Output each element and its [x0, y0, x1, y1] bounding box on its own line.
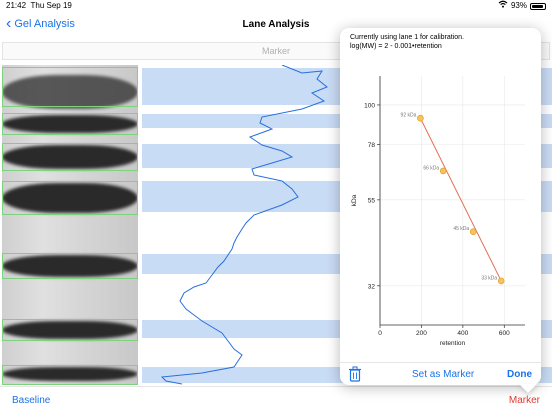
calibration-lane-text: Currently using lane 1 for calibration. [350, 34, 465, 41]
gel-band [2, 255, 138, 277]
page-title: Lane Analysis [242, 19, 310, 30]
marker-point [497, 277, 505, 285]
bottom-toolbar: Baseline Marker [0, 386, 552, 415]
marker-point [417, 114, 424, 122]
wifi-icon [498, 0, 508, 12]
band-selection-box[interactable] [2, 143, 138, 171]
marker-field-label: Marker [261, 46, 290, 56]
band-selection-box[interactable] [2, 181, 138, 215]
gel-band [2, 115, 138, 133]
set-as-marker-button[interactable]: Set as Marker [412, 369, 475, 380]
y-tick-label: 55 [368, 197, 376, 204]
chevron-left-icon: ‹ [6, 15, 12, 32]
marker-point-label: 45 kDa [453, 226, 469, 232]
popover-arrow [519, 384, 537, 393]
x-tick-label: 0 [378, 330, 382, 337]
back-button[interactable]: ‹ Gel Analysis [6, 16, 75, 32]
gel-band [2, 145, 138, 169]
done-button[interactable]: Done [507, 369, 532, 380]
band-selection-box[interactable] [2, 365, 138, 385]
marker-point-label: 92 kDa [401, 113, 417, 119]
calibration-popover: Currently using lane 1 for calibration. … [340, 28, 541, 385]
gel-band [2, 75, 138, 109]
gel-band [2, 183, 138, 213]
band-selection-box[interactable] [2, 67, 138, 107]
y-tick-label: 100 [364, 102, 375, 109]
gel-lane-image[interactable] [2, 65, 138, 385]
y-tick-label: 32 [368, 283, 376, 290]
navigation-bar: ‹ Gel Analysis Lane Analysis [0, 12, 552, 38]
calibration-info: Currently using lane 1 for calibration. … [350, 33, 464, 51]
marker-point-label: 33 kDa [481, 275, 497, 281]
battery-percent: 93% [510, 1, 527, 10]
status-right: 93% [498, 0, 546, 12]
x-tick-label: 200 [416, 330, 427, 337]
band-selection-box[interactable] [2, 113, 138, 135]
x-axis-label: retention [440, 340, 466, 347]
band-selection-box[interactable] [2, 319, 138, 341]
marker-point [469, 228, 477, 235]
gel-band [2, 367, 138, 381]
calibration-equation: log(MW) = 2 - 0.001•retention [350, 43, 442, 50]
marker-point-label: 66 kDa [423, 165, 439, 171]
x-tick-label: 600 [499, 330, 510, 337]
trash-icon[interactable] [348, 366, 362, 382]
back-button-label: Gel Analysis [14, 18, 75, 30]
calibration-chart: 100 78 55 32 0 200 400 600 retention kDa 92 kDa 66 … [351, 76, 525, 347]
battery-icon [530, 2, 546, 10]
status-bar: 21:42 Thu Sep 19 93% [0, 0, 552, 12]
popover-toolbar: Set as Marker Done [340, 362, 541, 386]
x-tick-label: 400 [457, 330, 468, 337]
calibration-fit-line [419, 117, 502, 282]
marker-button[interactable]: Marker [508, 395, 540, 406]
y-axis-label: kDa [351, 194, 358, 206]
band-selection-box[interactable] [2, 253, 138, 279]
density-profile-line [160, 64, 328, 385]
gel-band [2, 321, 138, 339]
baseline-button[interactable]: Baseline [12, 395, 51, 406]
marker-point [439, 167, 447, 175]
status-time-date: 21:42 Thu Sep 19 [6, 1, 72, 10]
y-tick-label: 78 [368, 142, 376, 149]
